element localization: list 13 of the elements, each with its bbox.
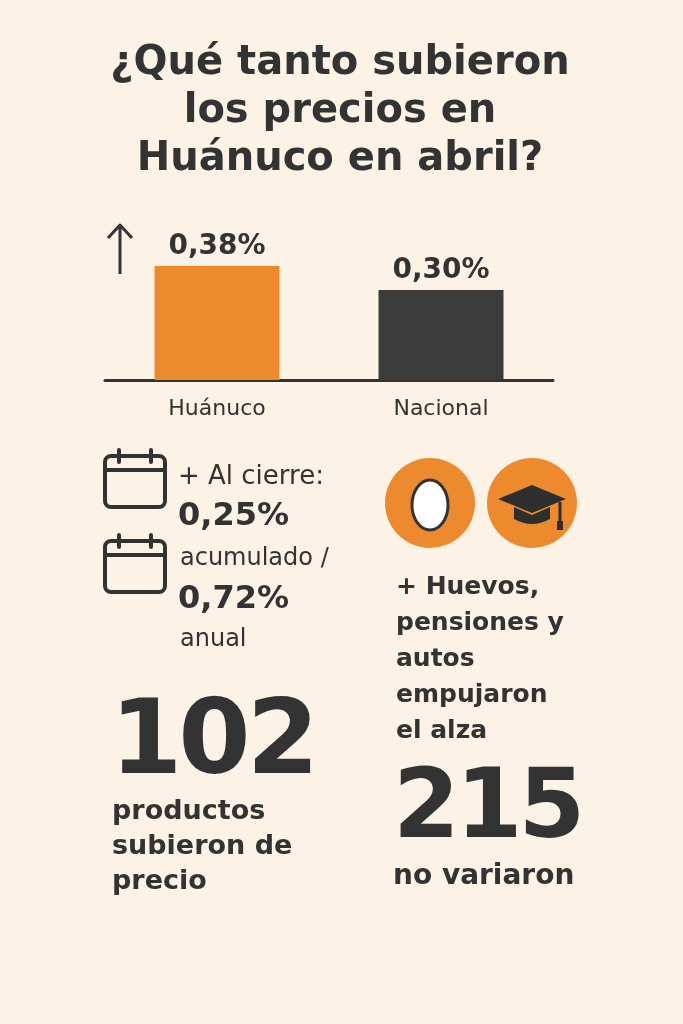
data-label: 0,38% (168, 227, 266, 261)
x-tick-label: Nacional (393, 394, 489, 420)
text: 0,72% (178, 578, 290, 616)
x-tick-label: Huánuco (168, 394, 266, 420)
text: 0,25% (178, 495, 290, 533)
text: 215 (393, 748, 582, 860)
chart-title: ¿Qué tanto subieron los precios en Huánuco en abril? (109, 36, 571, 180)
text: acumulado / (180, 543, 329, 571)
text: + Huevos, pensiones y autos empujaron el alza (396, 570, 565, 746)
text: + Al cierre: (178, 460, 324, 490)
text: no variaron (393, 858, 575, 891)
text: anual (180, 624, 247, 652)
data-label: 0,30% (392, 251, 490, 285)
